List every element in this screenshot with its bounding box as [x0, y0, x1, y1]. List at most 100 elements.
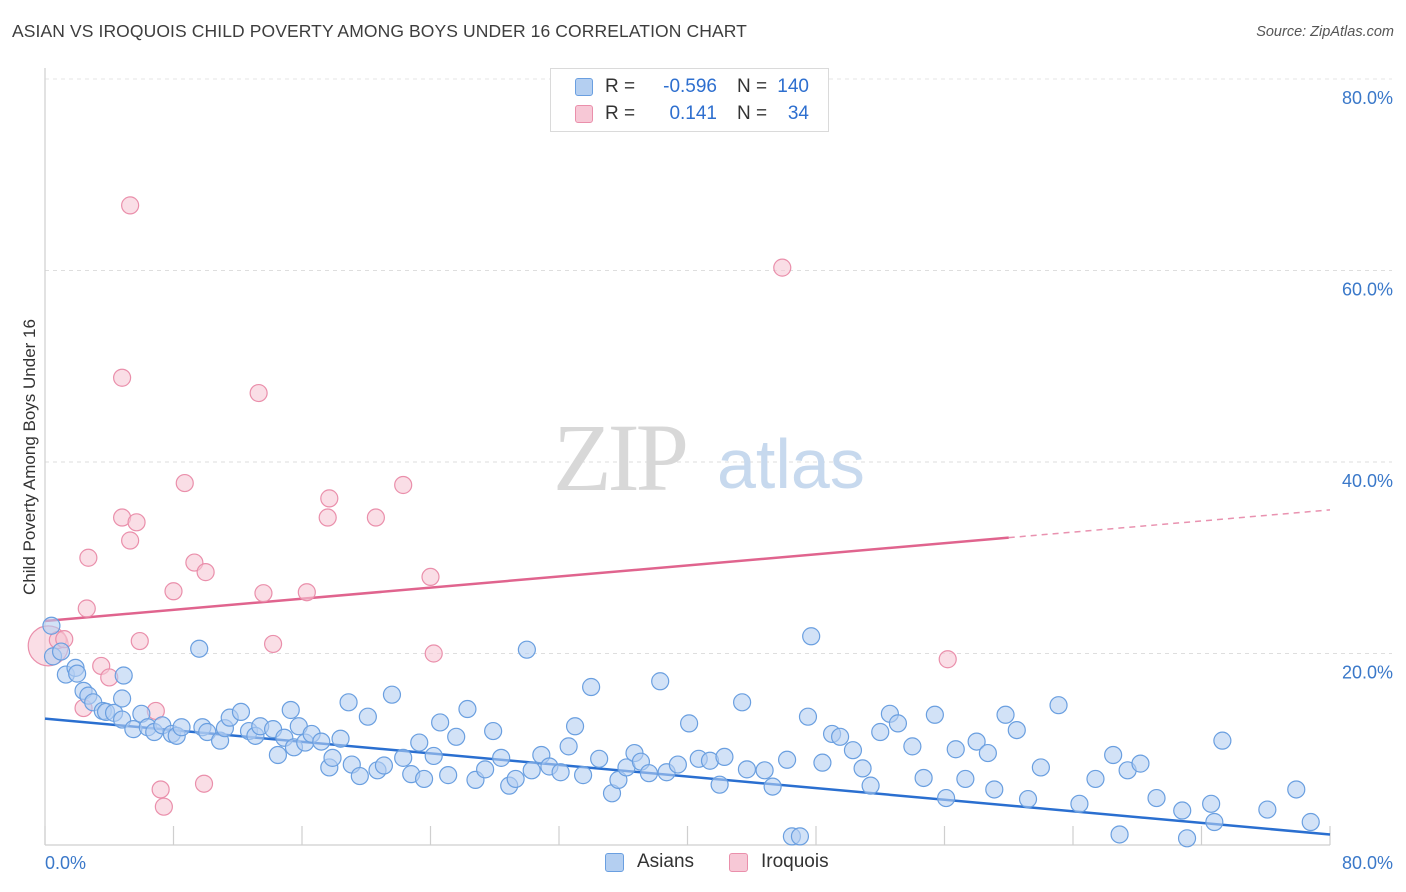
asians-point	[639, 764, 659, 783]
asians-point	[1110, 825, 1129, 844]
asians-point	[112, 689, 132, 708]
asians-point	[517, 640, 536, 659]
asians-point	[394, 748, 413, 767]
iroquois-point	[175, 473, 194, 493]
asians-point	[763, 777, 782, 796]
asians-point	[439, 766, 458, 785]
watermark-zip: ZIP	[553, 404, 686, 511]
legend-n-label: N =	[737, 76, 768, 97]
asians-point	[476, 760, 495, 779]
asians-point	[198, 722, 217, 742]
asians-point	[903, 737, 922, 756]
asians-point	[582, 677, 601, 697]
asians-point	[1018, 789, 1038, 809]
asians-point	[268, 745, 288, 765]
asians-point	[1104, 745, 1123, 765]
x-tick-label: 80.0%	[1342, 853, 1393, 873]
watermark: ZIP atlas	[553, 404, 865, 511]
asians-point	[1205, 812, 1224, 832]
asians-point	[843, 741, 863, 760]
asians-point	[925, 705, 944, 724]
asians-point	[651, 672, 670, 691]
asians-point	[802, 627, 821, 646]
asians-point	[565, 717, 585, 736]
asians-point	[996, 705, 1015, 724]
asians-point	[573, 766, 593, 785]
legend-r-value: -0.596	[663, 76, 717, 97]
legend-swatch-asians	[575, 78, 593, 96]
asians-point	[68, 664, 87, 683]
iroquois-point	[254, 584, 273, 603]
iroquois-point	[297, 583, 316, 602]
asians-point	[1131, 754, 1150, 773]
legend-item-asians[interactable]: Asians	[605, 851, 694, 873]
iroquois-point	[249, 383, 268, 403]
iroquois-trend-extension	[1008, 509, 1331, 539]
iroquois-point	[424, 644, 443, 663]
asians-point	[447, 727, 466, 746]
asians-point	[522, 761, 541, 780]
iroquois-point	[112, 368, 132, 387]
legend-n-value: 34	[787, 103, 809, 124]
watermark-atlas: atlas	[717, 425, 865, 503]
legend-item-iroquois[interactable]: Iroquois	[729, 851, 829, 873]
legend-r-label: R =	[605, 103, 636, 124]
asians-point	[871, 722, 890, 742]
iroquois-point	[127, 513, 146, 532]
y-tick-label: 60.0%	[1342, 280, 1393, 300]
asians-point	[312, 732, 331, 751]
asians-point	[813, 753, 832, 772]
asians-point	[431, 713, 450, 732]
tick-labels: 20.0% 40.0% 60.0% 80.0% 0.0% 80.0%	[45, 88, 1393, 873]
asians-point	[172, 718, 191, 737]
iroquois-point	[320, 489, 339, 508]
asians-point	[51, 642, 71, 661]
asians-point	[1031, 758, 1050, 777]
asians-point	[382, 685, 402, 704]
asians-point	[978, 743, 997, 763]
asians-point	[1173, 801, 1192, 820]
asians-point	[190, 639, 209, 658]
asians-point	[114, 666, 133, 685]
iroquois-point	[79, 548, 98, 567]
asians-point	[830, 727, 850, 746]
iroquois-point	[318, 508, 337, 527]
correlation-legend: R = -0.596 N = 140 R = 0.141 N = 34	[550, 68, 829, 132]
asians-point	[1086, 769, 1105, 789]
asians-point	[559, 737, 578, 756]
asians-point	[967, 732, 986, 751]
asians-point	[350, 766, 369, 786]
asians-point	[339, 693, 358, 712]
legend-n-label: N =	[737, 103, 768, 124]
legend-r-value: 0.141	[669, 103, 717, 124]
y-tick-label: 80.0%	[1342, 88, 1393, 108]
asians-point	[733, 693, 752, 712]
legend-r-label: R =	[605, 76, 636, 97]
asians-point	[1213, 731, 1232, 750]
y-tick-label: 40.0%	[1342, 471, 1393, 491]
asians-point	[680, 714, 699, 733]
iroquois-point	[196, 563, 215, 582]
source-credit: Source: ZipAtlas.com	[1256, 24, 1394, 40]
asians-point	[374, 756, 394, 775]
iroquois-point	[194, 774, 214, 793]
asians-point	[484, 721, 503, 741]
asians-point	[715, 747, 734, 767]
asians-trend-line	[44, 717, 1331, 836]
iroquois-point	[938, 650, 957, 669]
asians-point	[231, 702, 251, 722]
asians-point	[1258, 800, 1277, 819]
x-tick-label: 0.0%	[45, 853, 86, 873]
iroquois-point	[77, 599, 96, 618]
legend-label-asians: Asians	[637, 851, 695, 872]
asians-point	[1202, 794, 1221, 813]
asians-point	[710, 775, 729, 794]
legend-swatch-iroquois	[729, 852, 748, 872]
asians-point	[861, 776, 880, 795]
asians-point	[985, 780, 1004, 799]
asians-point	[551, 763, 570, 782]
iroquois-point	[121, 531, 140, 550]
asians-point	[1287, 780, 1306, 799]
series-legend: Asians Iroquois	[0, 851, 1406, 877]
asians-point	[331, 729, 350, 748]
